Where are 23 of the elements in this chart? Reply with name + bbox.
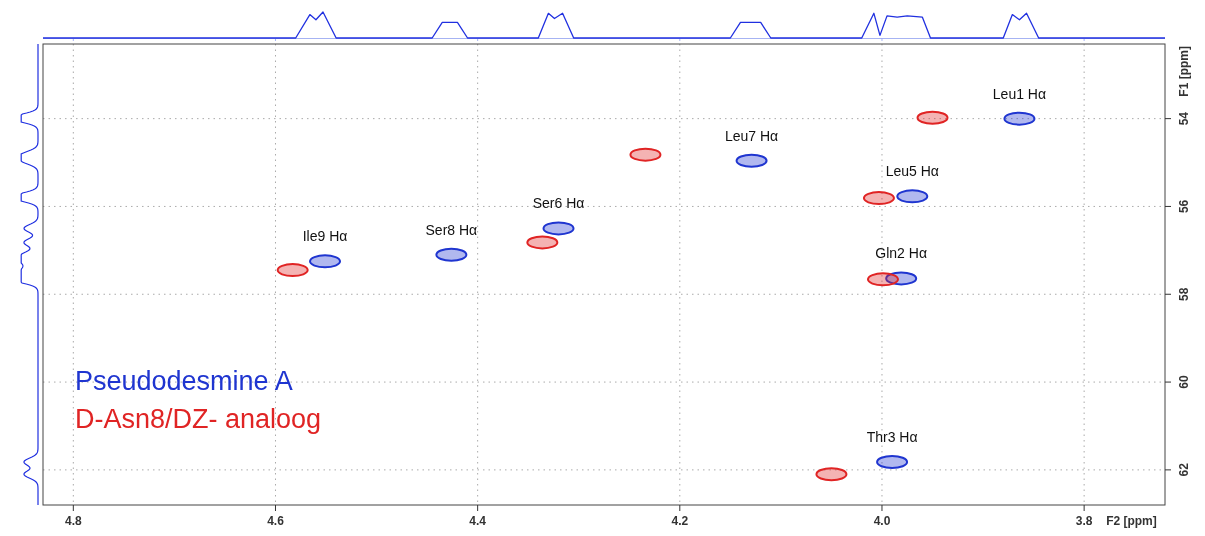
y-tick-label: 58 xyxy=(1177,287,1192,301)
x-tick-label: 4.2 xyxy=(671,514,689,528)
x-tick-label: 4.0 xyxy=(873,514,891,528)
annotation: Ser8 Hα xyxy=(425,221,478,238)
annotation: Gln2 Hα xyxy=(875,245,928,262)
text: Pseudodesmine A xyxy=(75,366,293,396)
annotation: Thr3 Hα xyxy=(866,428,918,445)
x-tick-label: 4.6 xyxy=(267,514,285,528)
annotation: Leu7 Hα xyxy=(724,127,779,144)
annotation: Leu1 Hα xyxy=(992,85,1047,102)
text: D-Asn8/DZ- analoog xyxy=(75,404,322,434)
x-tick-label: 4.8 xyxy=(64,514,82,528)
x-tick-label: 4.4 xyxy=(469,514,487,528)
y-axis-title: F1 [ppm] xyxy=(1177,45,1192,97)
y-tick-label: 54 xyxy=(1177,111,1192,126)
y-tick-label: 62 xyxy=(1177,462,1192,477)
annotation: Ser6 Hα xyxy=(532,195,585,212)
y-tick-label: 56 xyxy=(1177,199,1192,214)
y-tick-label: 60 xyxy=(1177,375,1192,389)
x-axis-title: F2 [ppm] xyxy=(1106,514,1157,528)
annotation: Leu5 Hα xyxy=(885,163,939,180)
annotation: Ile9 Hα xyxy=(302,228,348,245)
x-tick-label: 3.8 xyxy=(1075,514,1093,528)
